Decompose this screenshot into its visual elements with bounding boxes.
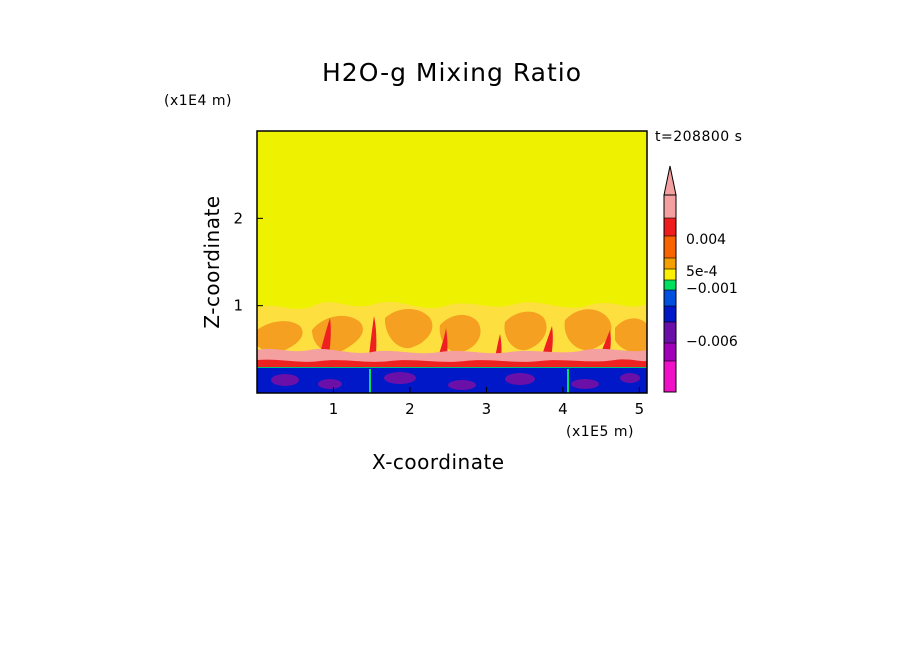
colorbar-segment <box>664 258 676 269</box>
colorbar-arrow <box>663 165 677 196</box>
colorbar-segment <box>664 361 676 392</box>
y-tick-label: 2 <box>233 209 243 227</box>
x-unit-label: (x1E5 m) <box>566 424 634 440</box>
y-tick-label: 1 <box>233 297 243 315</box>
colorbar-segment <box>664 343 676 361</box>
plot-frame <box>256 130 648 394</box>
x-axis-label: X-coordinate <box>372 450 505 474</box>
orange-patch-5 <box>504 311 547 351</box>
x-tick-label: 5 <box>635 400 645 418</box>
x-tick-label: 4 <box>558 400 568 418</box>
orange-patch-3 <box>384 309 433 349</box>
colorbar-label-5e-4: 5e-4 <box>686 264 718 280</box>
red-band <box>257 359 647 368</box>
colorbar-segment <box>664 236 676 258</box>
colorbar-label-0004: 0.004 <box>686 232 726 248</box>
colorbar-segment <box>664 322 676 343</box>
colorbar-segment <box>664 290 676 306</box>
x-axis-ticks: 1 2 3 4 5 <box>329 387 644 418</box>
time-label: t=208800 s <box>655 129 743 145</box>
colorbar-frame <box>663 194 677 393</box>
orange-patch-1 <box>257 321 303 352</box>
colorbar <box>664 195 676 392</box>
orange-patch-4 <box>439 314 481 353</box>
purple-blotch-7 <box>620 373 640 383</box>
chart-title: H2O-g Mixing Ratio <box>321 58 583 87</box>
purple-blotch-5 <box>505 373 535 385</box>
colorbar-segment <box>664 195 676 218</box>
orange-patch-7 <box>615 318 647 354</box>
y-axis-ticks: 12 <box>233 209 263 315</box>
purple-blotch-3 <box>384 372 416 384</box>
z-unit-label: (x1E4 m) <box>164 93 232 109</box>
purple-blotch-6 <box>571 379 599 389</box>
green-line-top <box>257 367 647 368</box>
purple-blotch-4 <box>448 380 476 390</box>
green-streak-1 <box>369 369 371 393</box>
colorbar-label-neg0006: −0.006 <box>686 334 738 350</box>
orange-patch-6 <box>564 309 612 351</box>
colorbar-segment <box>664 269 676 280</box>
purple-blotch-1 <box>271 374 299 386</box>
colorbar-segment <box>664 280 676 290</box>
colorbar-segment <box>664 306 676 322</box>
x-tick-label: 3 <box>482 400 492 418</box>
x-tick-label: 2 <box>405 400 415 418</box>
colorbar-segment <box>664 218 676 236</box>
green-streak-2 <box>567 369 569 393</box>
colorbar-label-neg0001: −0.001 <box>686 281 738 297</box>
purple-blotch-2 <box>318 379 342 389</box>
x-tick-label: 1 <box>329 400 339 418</box>
